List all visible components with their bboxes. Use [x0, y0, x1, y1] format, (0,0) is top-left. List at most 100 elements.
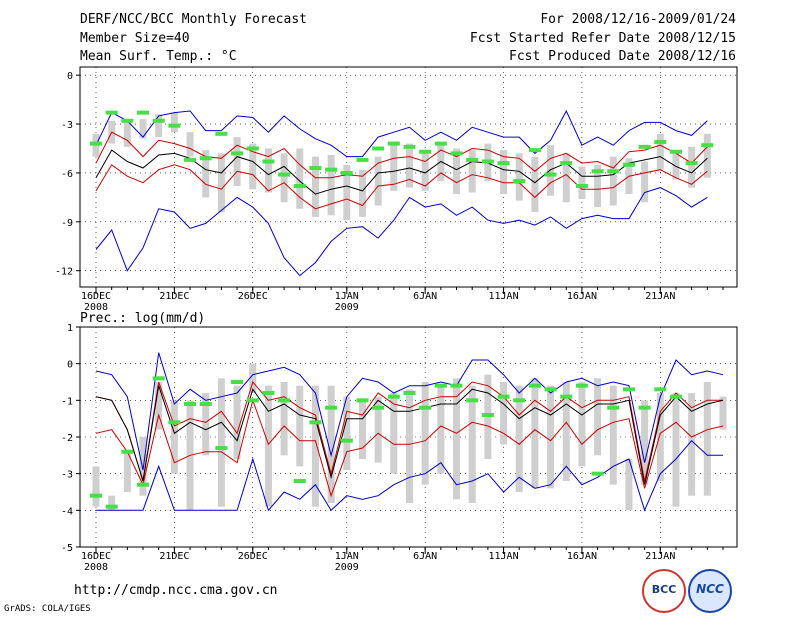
- temp-climatology-box: [233, 137, 241, 186]
- temp-series-ensemble-10th-pct: [95, 164, 708, 210]
- temp-observed-marker: [434, 141, 447, 146]
- prec-ytick-label: -2: [61, 433, 73, 444]
- temp-climatology-box: [249, 143, 257, 190]
- prec-series-ensemble-10th-pct: [95, 398, 724, 498]
- ncc-logo-text: NCC: [696, 582, 724, 596]
- prec-observed-marker: [387, 394, 400, 399]
- temp-observed-marker: [356, 157, 369, 162]
- prec-observed-marker: [246, 398, 259, 403]
- temp-climatology-box: [343, 164, 351, 221]
- temp-climatology-box: [641, 161, 649, 203]
- prec-climatology-box: [609, 385, 617, 485]
- temp-climatology-box: [688, 146, 696, 188]
- prec-climatology-box: [280, 382, 288, 456]
- temp-observed-marker: [528, 148, 541, 153]
- member-size: Member Size=40: [80, 31, 190, 46]
- temp-climatology-box: [358, 169, 366, 217]
- prec-xtick-label: 1JAN: [335, 551, 359, 562]
- temp-observed-marker: [309, 166, 322, 171]
- prec-climatology-box: [641, 400, 649, 485]
- temp-observed-marker: [152, 118, 165, 123]
- prec-climatology-box: [311, 385, 319, 507]
- prec-xtick-label: 21JAN: [645, 551, 675, 562]
- temp-xtick-label: 26DEC: [238, 291, 268, 302]
- temp-observed-marker: [513, 179, 526, 184]
- prec-xtick-year-label: 2009: [335, 562, 359, 573]
- forecast-start-date: Fcst Started Refer Date 2008/12/15: [469, 31, 736, 46]
- prec-observed-marker: [497, 394, 510, 399]
- temp-observed-marker: [340, 170, 353, 175]
- temp-series-ensemble-mean: [95, 149, 708, 195]
- prec-observed-marker: [278, 398, 291, 403]
- temp-series-ensemble-90th-pct: [95, 131, 708, 179]
- prec-ytick-label: -1: [61, 396, 73, 407]
- temp-observed-marker: [231, 151, 244, 156]
- prec-climatology-box: [264, 385, 272, 507]
- prec-observed-marker: [293, 479, 306, 483]
- prec-observed-marker: [340, 438, 353, 443]
- temp-observed-marker: [262, 159, 275, 164]
- prec-observed-marker: [372, 405, 385, 410]
- prec-climatology-box: [531, 378, 539, 489]
- prec-series-ensemble-90th-pct: [95, 380, 723, 482]
- temp-climatology-box: [672, 150, 680, 180]
- prec-climatology-box: [656, 393, 664, 481]
- prec-climatology-box: [155, 382, 163, 430]
- prec-observed-marker: [137, 482, 150, 487]
- prec-climatology-box: [594, 378, 602, 456]
- temp-climatology-box: [374, 156, 382, 206]
- prec-observed-marker: [654, 387, 667, 392]
- prec-ytick-label: 1: [67, 323, 73, 334]
- temp-climatology-box: [311, 156, 319, 217]
- temp-observed-marker: [607, 169, 620, 174]
- temp-climatology-box: [703, 133, 711, 178]
- temp-climatology-box: [547, 145, 555, 196]
- prec-climatology-box: [468, 385, 476, 503]
- prec-climatology-box: [233, 385, 241, 459]
- prec-observed-marker: [544, 387, 557, 392]
- forecast-produced-date: Fcst Produced Date 2008/12/16: [509, 49, 736, 64]
- temp-observed-marker: [90, 141, 102, 146]
- prec-climatology-box: [625, 459, 633, 511]
- temp-observed-marker: [246, 146, 259, 151]
- prec-climatology-box: [327, 385, 335, 503]
- prec-observed-marker: [591, 471, 604, 476]
- temp-climatology-box: [327, 155, 335, 216]
- temp-observed-marker: [293, 183, 306, 188]
- temp-observed-marker: [278, 172, 291, 177]
- temp-observed-marker: [325, 167, 338, 172]
- prec-climatology-box: [453, 378, 461, 500]
- temp-observed-marker: [450, 151, 463, 156]
- prec-observed-marker: [90, 493, 102, 498]
- temp-climatology-box: [139, 119, 147, 139]
- temp-climatology-box: [656, 133, 664, 170]
- prec-climatology-box: [719, 396, 727, 430]
- temp-climatology-box: [217, 153, 225, 213]
- prec-climatology-box: [437, 385, 445, 474]
- temp-observed-marker: [215, 131, 228, 136]
- temp-climatology-box: [155, 114, 163, 138]
- temp-ytick-label: -12: [55, 267, 73, 278]
- prec-climatology-box: [578, 382, 586, 467]
- temp-observed-marker: [544, 172, 557, 177]
- temp-ytick-label: -9: [61, 218, 73, 229]
- prec-observed-marker: [528, 383, 541, 388]
- temp-climatology-box: [515, 153, 523, 201]
- prec-climatology-box: [688, 393, 696, 496]
- prec-series-ensemble-max: [95, 352, 724, 471]
- prec-climatology-box: [672, 393, 680, 507]
- temp-observed-marker: [575, 183, 588, 188]
- temp-observed-marker: [403, 144, 416, 149]
- temp-climatology-box: [453, 148, 461, 195]
- source-url[interactable]: http://cmdp.ncc.cma.gov.cn: [74, 583, 278, 598]
- prec-observed-marker: [669, 394, 682, 399]
- temp-climatology-box: [500, 150, 508, 195]
- temp-observed-marker: [466, 157, 479, 162]
- temp-climatology-box: [170, 112, 178, 133]
- prec-observed-marker: [105, 504, 118, 509]
- prec-observed-marker: [262, 391, 275, 395]
- temp-observed-marker: [372, 146, 385, 151]
- prec-xtick-label: 21DEC: [159, 551, 189, 562]
- variable-label: Mean Surf. Temp.: °C: [80, 49, 237, 64]
- temp-xtick-label: 21JAN: [645, 291, 675, 302]
